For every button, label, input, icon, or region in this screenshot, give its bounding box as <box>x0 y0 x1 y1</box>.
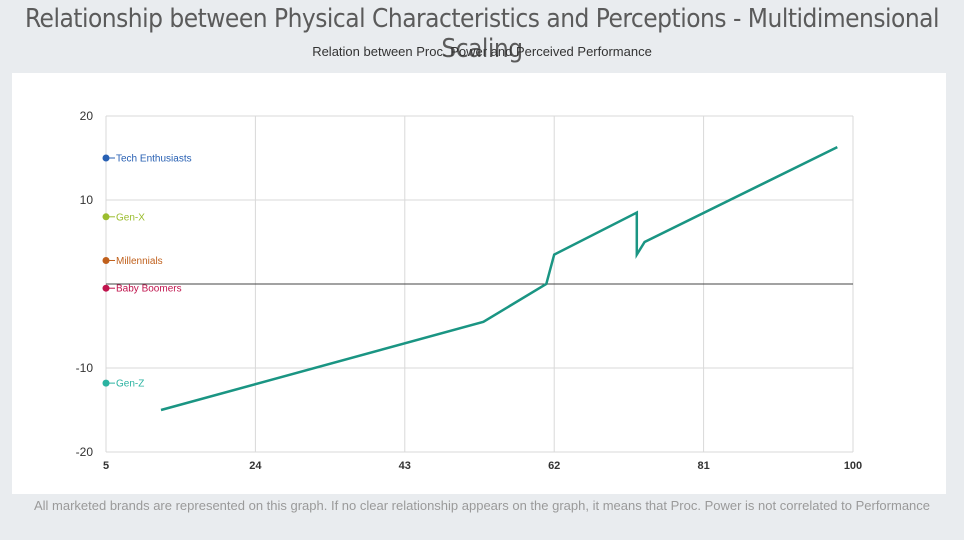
footer-note: All marketed brands are represented on t… <box>33 498 931 513</box>
x-tick-label-81: 81 <box>697 460 709 472</box>
x-tick-label-62: 62 <box>548 460 560 472</box>
x-tick-label-100: 100 <box>844 460 862 472</box>
segment-label-gen-z: Gen-Z <box>116 379 144 390</box>
segment-marker-millennials <box>102 256 110 264</box>
segment-marker-baby-boomers <box>102 284 110 292</box>
y-tick-label--20: -20 <box>76 445 94 459</box>
x-tick-label-24: 24 <box>249 460 262 472</box>
page-title: Relationship between Physical Characteri… <box>24 4 940 64</box>
series-line-0 <box>160 145 838 412</box>
x-tick-label-43: 43 <box>399 460 411 472</box>
y-tick-label--10: -10 <box>76 361 94 375</box>
y-tick-label-10: 10 <box>80 193 94 207</box>
chart-panel: 5 24 43 62 81 100 20 10 -10 -20 Tech Enthusiasts Ge… <box>12 73 946 494</box>
mds-line-chart: 5 24 43 62 81 100 20 10 -10 -20 Tech Enthusiasts Ge… <box>76 109 863 472</box>
segment-label-tech-enthusiasts: Tech Enthusiasts <box>116 154 192 165</box>
y-tick-label-20: 20 <box>80 109 94 123</box>
segment-marker-tech-enthusiasts <box>102 154 110 162</box>
x-tick-label-5: 5 <box>103 460 109 472</box>
segment-label-baby-boomers: Baby Boomers <box>116 284 182 295</box>
chart-subtitle: Relation between Proc. Power and Perceiv… <box>312 44 652 59</box>
segment-marker-gen-z <box>102 379 110 387</box>
segment-marker-gen-x <box>102 213 110 221</box>
segment-label-gen-x: Gen-X <box>116 212 145 223</box>
segment-label-millennials: Millennials <box>116 256 163 267</box>
